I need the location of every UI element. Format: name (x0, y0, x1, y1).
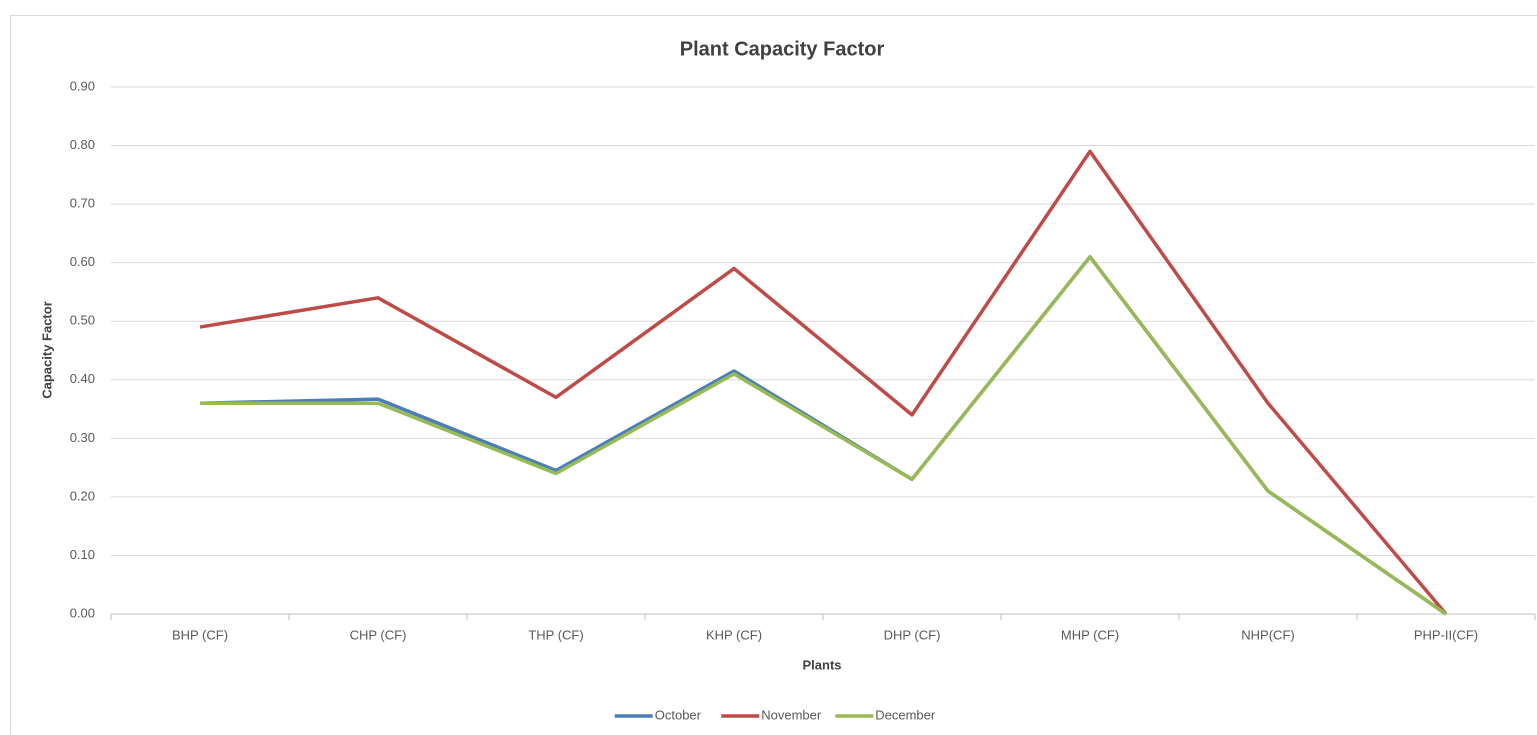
y-tick-label: 0.40 (70, 371, 95, 386)
y-tick-label: 0.90 (70, 78, 95, 93)
legend-label: November (761, 707, 822, 722)
x-tick-label: NHP(CF) (1241, 627, 1294, 642)
x-tick-label: KHP (CF) (706, 627, 762, 642)
legend-label: December (875, 707, 936, 722)
x-tick-label: CHP (CF) (350, 627, 407, 642)
chart-frame (10, 15, 1537, 735)
chart-title: Plant Capacity Factor (680, 38, 885, 60)
x-tick-label: THP (CF) (528, 627, 583, 642)
y-tick-label: 0.30 (70, 430, 95, 445)
series-line (200, 255, 1447, 616)
y-tick-label: 0.10 (70, 547, 95, 562)
x-tick-label: DHP (CF) (884, 627, 941, 642)
y-tick-label: 0.20 (70, 488, 95, 503)
x-axis-title: Plants (802, 657, 841, 672)
y-axis-title: Capacity Factor (39, 301, 54, 399)
y-tick-label: 0.00 (70, 605, 95, 620)
x-tick-label: PHP-II(CF) (1414, 627, 1478, 642)
y-tick-label: 0.50 (70, 313, 95, 328)
y-tick-label: 0.60 (70, 254, 95, 269)
y-tick-label: 0.70 (70, 196, 95, 211)
y-tick-label: 0.80 (70, 137, 95, 152)
series-line (199, 149, 1448, 616)
legend-label: October (655, 707, 702, 722)
x-tick-label: MHP (CF) (1061, 627, 1119, 642)
x-tick-label: BHP (CF) (172, 627, 228, 642)
